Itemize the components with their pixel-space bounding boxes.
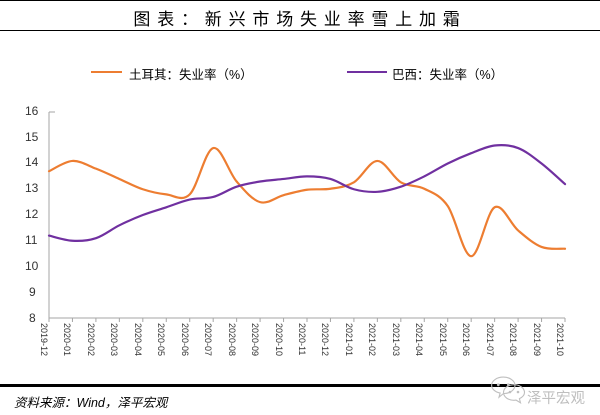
svg-text:泽平宏观: 泽平宏观 [527,390,585,407]
